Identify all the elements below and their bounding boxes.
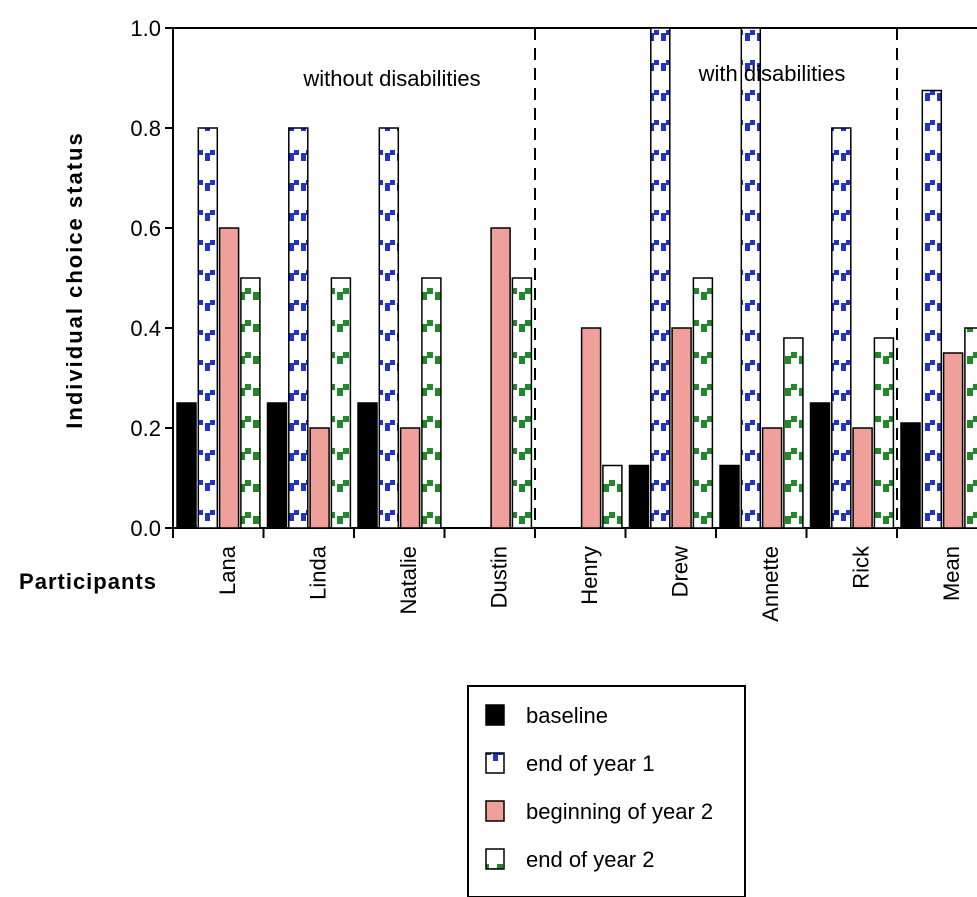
bar-end-of-year-2-dustin xyxy=(511,277,533,529)
bar-end-of-year-2-linda xyxy=(330,277,352,529)
bar-baseline-annette xyxy=(719,464,740,529)
bar-end-of-year-1-natalie xyxy=(378,127,400,529)
category-label: Henry xyxy=(577,546,602,605)
category-label: Linda xyxy=(306,545,331,600)
legend-frame xyxy=(467,685,746,897)
bar-beginning-of-year-2-dustin xyxy=(490,227,511,529)
legend-entry: baseline xyxy=(526,703,608,728)
category-label: Lana xyxy=(215,545,240,595)
legend-swatch xyxy=(485,704,505,726)
bar-end-of-year-1-lana xyxy=(197,127,219,529)
bar-baseline-drew xyxy=(628,464,650,529)
y-tick-label: 0.6 xyxy=(130,216,161,241)
bar-beginning-of-year-2-lana xyxy=(218,227,240,529)
bar-end-of-year-2-henry xyxy=(602,464,623,529)
bar-beginning-of-year-2-henry xyxy=(580,327,602,529)
bar-end-of-year-1-rick xyxy=(831,127,852,529)
bar-baseline-natalie xyxy=(357,402,378,529)
bar-beginning-of-year-2-annette xyxy=(761,427,783,529)
bar-end-of-year-1-linda xyxy=(288,127,309,529)
group-label-without: without disabilities xyxy=(302,66,480,91)
bar-end-of-year-2-natalie xyxy=(421,277,442,529)
legend-entry: beginning of year 2 xyxy=(526,799,713,824)
bar-end-of-year-1-mean xyxy=(921,89,943,529)
bar-baseline-mean xyxy=(900,422,921,529)
legend-entry: end of year 1 xyxy=(526,751,654,776)
legend-swatch xyxy=(485,848,505,870)
legend-swatch xyxy=(485,752,505,774)
bar-end-of-year-2-mean xyxy=(964,327,977,529)
bar-beginning-of-year-2-linda xyxy=(309,427,330,529)
bar-end-of-year-2-rick xyxy=(873,337,895,529)
category-label: Dustin xyxy=(487,546,512,608)
group-label-with: with disabilities xyxy=(698,61,846,86)
bars xyxy=(176,27,977,529)
category-label: Rick xyxy=(849,545,874,589)
bar-beginning-of-year-2-drew xyxy=(671,327,692,529)
bar-end-of-year-2-lana xyxy=(240,277,261,529)
y-tick-label: 0.0 xyxy=(130,516,161,541)
bar-end-of-year-1-annette xyxy=(740,27,762,529)
category-label: Mean xyxy=(939,546,964,601)
labels: 0.0 0.2 0.4 0.6 0.8 1.0 Lana Linda Natalie Dustin… xyxy=(130,16,964,622)
y-tick-label: 0.2 xyxy=(130,416,161,441)
y-tick-label: 0.4 xyxy=(130,316,161,341)
bar-beginning-of-year-2-rick xyxy=(852,427,873,529)
category-label: Annette xyxy=(758,546,783,622)
bar-end-of-year-1-drew xyxy=(650,27,671,529)
bar-end-of-year-2-drew xyxy=(692,277,714,529)
y-axis-label: Individual choice status xyxy=(62,131,87,428)
y-tick-label: 1.0 xyxy=(130,16,161,41)
category-label: Drew xyxy=(668,546,693,597)
category-label: Natalie xyxy=(396,546,421,614)
y-tick-label: 0.8 xyxy=(130,116,161,141)
bar-beginning-of-year-2-mean xyxy=(942,352,964,529)
bar-baseline-linda xyxy=(266,402,288,529)
x-axis-label: Participants xyxy=(19,569,157,594)
legend: baseline end of year 1 beginning of year 2… xyxy=(467,685,746,897)
legend-entry: end of year 2 xyxy=(526,847,654,872)
bar-baseline-rick xyxy=(809,402,831,529)
legend-swatch xyxy=(485,800,505,822)
bar-beginning-of-year-2-natalie xyxy=(399,427,421,529)
bar-baseline-lana xyxy=(176,402,197,529)
bar-end-of-year-2-annette xyxy=(783,337,804,529)
